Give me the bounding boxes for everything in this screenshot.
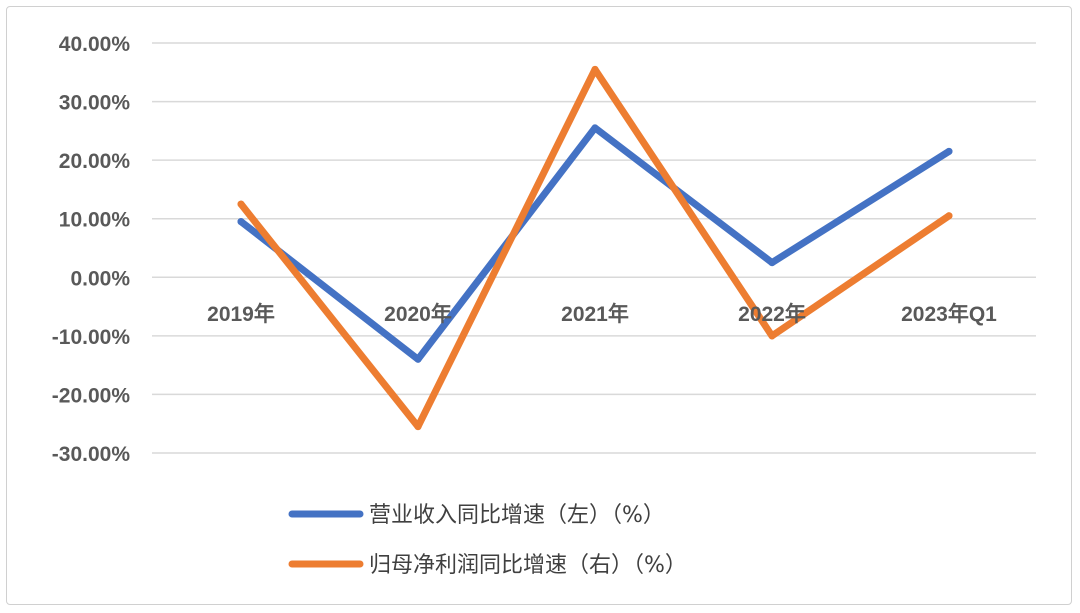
y-tick-label: 40.00% — [59, 33, 131, 56]
x-tick-label: 2023年Q1 — [901, 302, 997, 326]
chart-frame — [6, 6, 1072, 605]
x-tick-label: 2021年 — [561, 302, 629, 326]
data-point — [414, 355, 422, 363]
y-tick-label: 0.00% — [70, 267, 130, 290]
data-point — [414, 423, 422, 431]
x-axis-tick-labels: 2019年 2020年 2021年 2022年 2023年Q1 — [207, 302, 997, 326]
data-point — [768, 259, 776, 267]
x-tick-label: 2022年 — [738, 302, 806, 326]
y-tick-label: 10.00% — [59, 209, 131, 232]
data-point — [945, 147, 953, 155]
y-axis-tick-labels: 40.00% 30.00% 20.00% 10.00% 0.00% -10.00% -20.… — [52, 33, 131, 466]
data-point — [591, 65, 599, 73]
data-point — [768, 332, 776, 340]
y-tick-label: 30.00% — [59, 92, 131, 115]
y-tick-label: -30.00% — [52, 443, 131, 466]
legend-label-revenue: 营业收入同比增速（左）（%） — [369, 503, 665, 528]
series-lines — [237, 65, 953, 431]
legend-label-net-profit: 归母净利润同比增速（右）（%） — [369, 553, 687, 578]
data-point — [945, 212, 953, 220]
series-line-1 — [237, 65, 953, 431]
x-tick-label: 2019年 — [207, 302, 275, 326]
data-point — [237, 218, 245, 226]
legend: 营业收入同比增速（左）（%） 归母净利润同比增速（右）（%） — [288, 503, 687, 578]
y-tick-label: -10.00% — [52, 326, 131, 349]
y-tick-label: 20.00% — [59, 150, 131, 173]
data-point — [591, 124, 599, 132]
x-tick-label: 2020年 — [384, 302, 452, 326]
y-tick-label: -20.00% — [52, 384, 131, 407]
data-point — [237, 200, 245, 208]
